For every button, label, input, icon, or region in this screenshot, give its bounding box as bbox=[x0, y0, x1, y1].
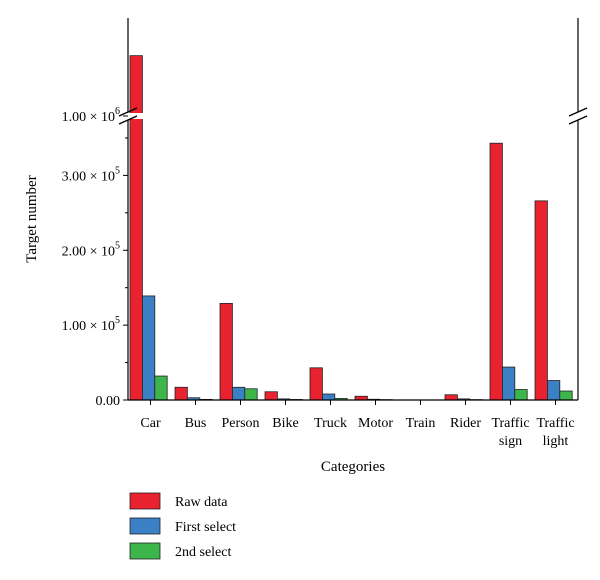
axis-break-mark bbox=[568, 107, 588, 117]
x-tick-label: Bus bbox=[185, 416, 207, 431]
x-tick-label: Person bbox=[221, 416, 259, 431]
bar-raw-data-rider bbox=[444, 394, 458, 401]
x-axis-title: Categories bbox=[321, 459, 385, 475]
x-tick-label: Car bbox=[140, 416, 161, 431]
bar-2nd-select-car bbox=[154, 375, 168, 401]
bar-first-select-truck bbox=[321, 393, 336, 401]
x-tick-label: Motor bbox=[358, 416, 393, 431]
legend-label: Raw data bbox=[175, 495, 228, 510]
bars-group bbox=[122, 55, 573, 401]
y-tick-label: 1.00 × 105 bbox=[62, 315, 120, 334]
bar-first-select-car bbox=[141, 295, 156, 401]
x-tick-label: Bike bbox=[272, 416, 298, 431]
axes-group bbox=[118, 18, 588, 405]
x-tick-label: sign bbox=[499, 434, 522, 449]
legend: Raw data First select 2nd select bbox=[129, 492, 236, 560]
bar-2nd-select-traffic-light bbox=[559, 390, 573, 401]
x-tick-label: Rider bbox=[450, 416, 481, 431]
x-tick-label: Train bbox=[406, 416, 436, 431]
bar-raw-data-bike bbox=[264, 391, 278, 401]
legend-swatch-first-select bbox=[129, 517, 161, 535]
bar-raw-data-traffic-light bbox=[534, 200, 548, 401]
x-tick-label: Traffic bbox=[491, 416, 529, 431]
y-tick-label: 3.00 × 105 bbox=[62, 165, 120, 184]
bar-raw-data-car bbox=[129, 55, 143, 401]
legend-label: First select bbox=[175, 520, 236, 535]
y-tick-label: 2.00 × 105 bbox=[62, 240, 120, 259]
legend-label: 2nd select bbox=[175, 545, 231, 560]
bar-raw-data-bus bbox=[174, 386, 188, 401]
y-tick-label: 0.00 bbox=[96, 394, 121, 409]
legend-swatch-2nd-select bbox=[129, 542, 161, 560]
axis-break-mark bbox=[118, 107, 138, 117]
axis-break-mark bbox=[568, 115, 588, 125]
bar-first-select-person bbox=[231, 386, 246, 401]
bar-raw-data-traffic-sign bbox=[489, 142, 503, 401]
bar-raw-data-truck bbox=[309, 367, 323, 401]
y-axis-title: Target number bbox=[24, 175, 40, 262]
bar-2nd-select-traffic-sign bbox=[514, 389, 528, 401]
x-tick-label: Truck bbox=[314, 416, 347, 431]
bar-raw-data-person bbox=[219, 303, 233, 401]
y-tick-label: 1.00 × 106 bbox=[62, 106, 120, 125]
bar-2nd-select-person bbox=[244, 388, 258, 401]
x-tick-label: light bbox=[543, 434, 569, 449]
x-tick-label: Traffic bbox=[536, 416, 574, 431]
axis-break-mark bbox=[118, 115, 138, 125]
bar-first-select-traffic-sign bbox=[501, 366, 516, 401]
labels-group: 0.00 1.00 × 105 2.00 × 105 3.00 × 105 1.00 ×… bbox=[24, 106, 575, 475]
bar-first-select-traffic-light bbox=[547, 380, 561, 401]
legend-swatch-raw-data bbox=[129, 492, 161, 510]
